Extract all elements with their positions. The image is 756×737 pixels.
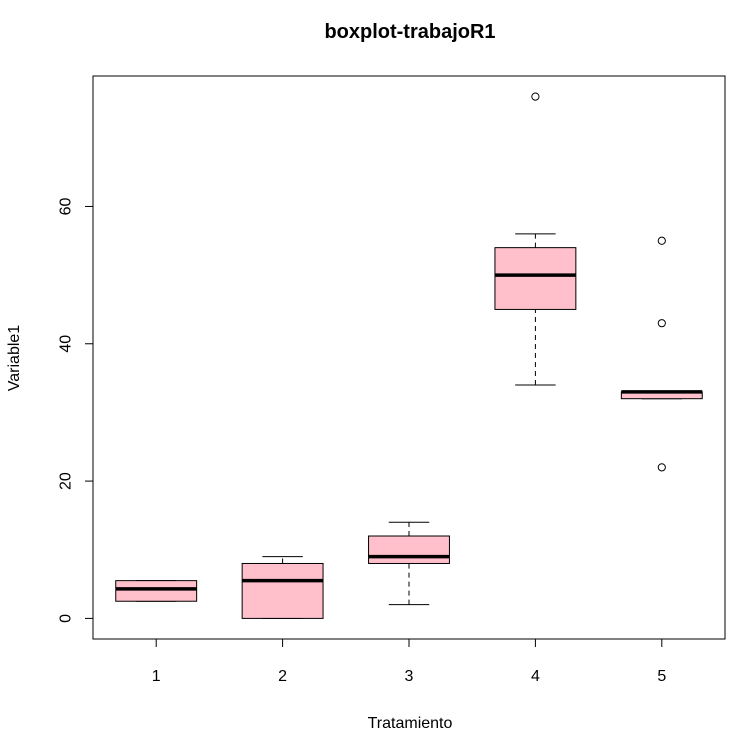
y-tick-label: 20 — [58, 472, 75, 490]
chart-title: boxplot-trabajoR1 — [324, 21, 495, 43]
x-tick-label: 1 — [152, 668, 161, 685]
box-group — [115, 92, 703, 619]
x-tick-label: 2 — [278, 668, 287, 685]
box-1 — [115, 580, 198, 602]
box-rect — [115, 580, 198, 602]
box-rect — [241, 562, 324, 619]
box-4 — [494, 92, 577, 386]
box-2 — [241, 556, 324, 619]
x-tick-label: 4 — [531, 668, 540, 685]
x-axis-label: Tratamiento — [368, 715, 453, 732]
y-tick-label: 60 — [58, 197, 75, 215]
box-3 — [368, 521, 450, 606]
y-axis: 0 20 40 60 — [58, 197, 94, 623]
y-tick-label: 40 — [58, 335, 75, 353]
x-axis: 1 2 3 4 5 — [152, 638, 666, 685]
y-tick-label: 0 — [58, 614, 75, 623]
box-rect — [368, 535, 450, 564]
box-rect — [494, 247, 577, 310]
y-axis-label: Variable1 — [6, 325, 23, 392]
outlier-point — [531, 92, 540, 101]
outlier-point — [657, 319, 666, 328]
outlier-point — [657, 463, 666, 472]
outlier-point — [657, 236, 666, 245]
x-tick-label: 3 — [405, 668, 414, 685]
box-5 — [620, 236, 703, 472]
x-tick-label: 5 — [657, 668, 666, 685]
